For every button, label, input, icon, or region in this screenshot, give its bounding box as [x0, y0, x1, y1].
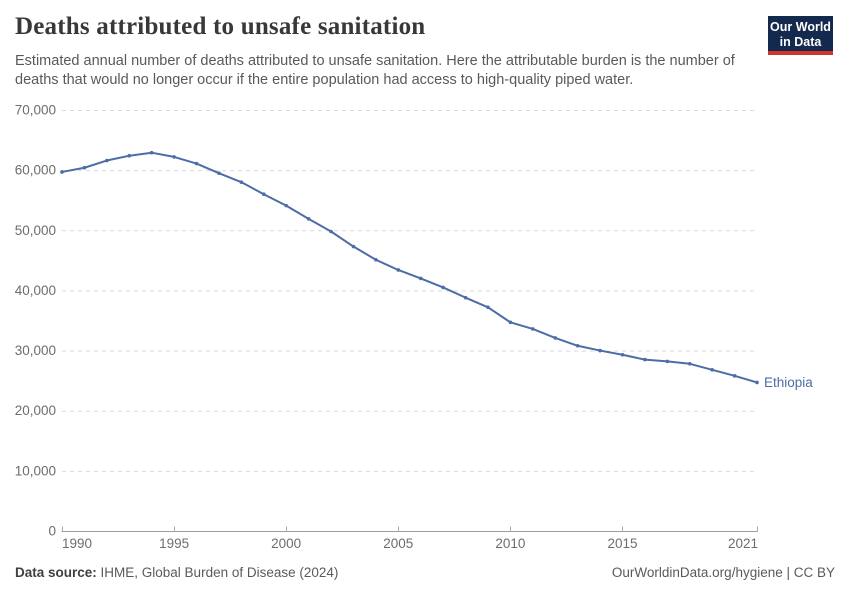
data-point [553, 336, 558, 340]
data-point [643, 357, 647, 362]
data-point [687, 362, 692, 366]
data-point [261, 192, 266, 196]
data-point [486, 305, 490, 310]
data-point [531, 327, 535, 331]
y-axis-label: 20,000 [15, 403, 56, 418]
data-point [755, 380, 759, 385]
y-axis-label: 50,000 [15, 223, 56, 238]
x-axis-label: 2000 [271, 536, 301, 551]
x-axis-label: 2015 [607, 536, 637, 551]
data-point [306, 217, 311, 221]
data-point [217, 171, 221, 175]
page-title: Deaths attributed to unsafe sanitation [15, 13, 426, 40]
data-point [127, 153, 132, 158]
data-point [351, 244, 356, 249]
data-point [374, 257, 378, 262]
x-axis-label: 1990 [62, 536, 92, 551]
owid-logo[interactable]: Our World in Data [768, 16, 833, 55]
data-point [396, 268, 401, 272]
data-point [105, 158, 109, 163]
data-point [732, 374, 737, 378]
line-chart-canvas: 0 10,000 20,000 30,000 40,000 50,000 60,000 70,… [15, 103, 814, 552]
data-point [284, 203, 288, 208]
x-axis-label: 1995 [159, 536, 189, 551]
y-axis-label: 10,000 [15, 463, 56, 478]
y-axis-label: 40,000 [15, 283, 56, 298]
data-point [665, 359, 670, 364]
data-point [194, 161, 199, 166]
y-axis-label: 30,000 [15, 343, 56, 358]
data-point [575, 343, 580, 348]
data-point [60, 170, 64, 174]
owid-logo-line1: Our World [770, 20, 831, 34]
data-point [598, 348, 602, 353]
data-point [82, 165, 87, 170]
data-point [149, 150, 154, 155]
data-point [710, 368, 714, 372]
owid-logo-line2: in Data [779, 34, 822, 49]
data-point [239, 180, 244, 184]
data-point [508, 320, 513, 325]
y-axis-label: 70,000 [15, 103, 56, 118]
series-label[interactable]: Ethiopia [764, 375, 813, 390]
data-point [418, 276, 423, 281]
data-source: Data source: IHME, Global Burden of Dise… [15, 565, 338, 580]
data-point [172, 155, 176, 159]
trend-line[interactable] [61, 151, 758, 384]
x-axis-label: 2005 [383, 536, 413, 551]
data-point [441, 285, 445, 290]
data-point [329, 229, 333, 234]
x-axis-label: 2010 [495, 536, 525, 551]
data-point [463, 295, 468, 300]
y-axis-label: 60,000 [15, 163, 56, 178]
x-axis-label: 2021 [728, 536, 758, 551]
data-point [620, 352, 625, 357]
data-source-text: IHME, Global Burden of Disease (2024) [96, 565, 339, 580]
y-axis-label: 0 [48, 524, 56, 539]
license-credit[interactable]: OurWorldinData.org/hygiene | CC BY [611, 565, 835, 580]
series-ethiopia[interactable] [60, 150, 759, 385]
data-source-label: Data source: [15, 565, 97, 580]
chart-subtitle: Estimated annual number of deaths attrib… [15, 53, 735, 88]
